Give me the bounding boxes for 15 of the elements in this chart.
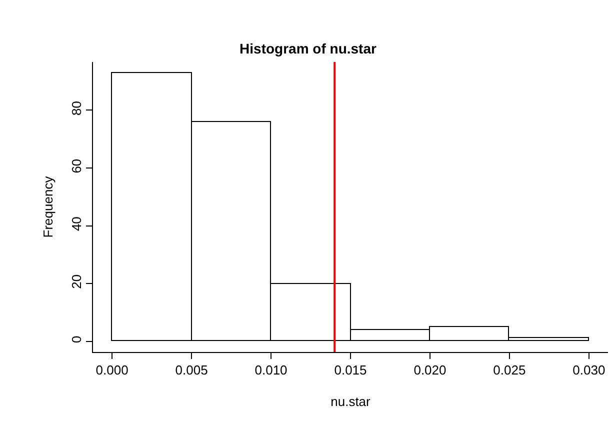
x-tick-label: 0.030 — [572, 362, 606, 378]
x-tick-label: 0.010 — [254, 362, 288, 378]
x-tick-label: 0.020 — [414, 362, 446, 378]
chart-title: Histogram of nu.star — [240, 40, 377, 56]
y-axis-title: Frequency — [40, 176, 56, 238]
y-tick-label: 20 — [68, 274, 84, 289]
y-tick-label: 0 — [68, 336, 84, 343]
y-tick-label: 40 — [68, 216, 84, 232]
y-tick-label: 80 — [68, 101, 84, 116]
x-axis-title: nu.star — [330, 394, 372, 410]
x-tick-label: 0.025 — [493, 362, 526, 378]
x-tick-label: 0.005 — [175, 362, 208, 378]
y-tick-label: 60 — [68, 158, 84, 174]
x-tick-label: 0.000 — [96, 362, 128, 378]
x-tick-label: 0.015 — [334, 362, 367, 378]
